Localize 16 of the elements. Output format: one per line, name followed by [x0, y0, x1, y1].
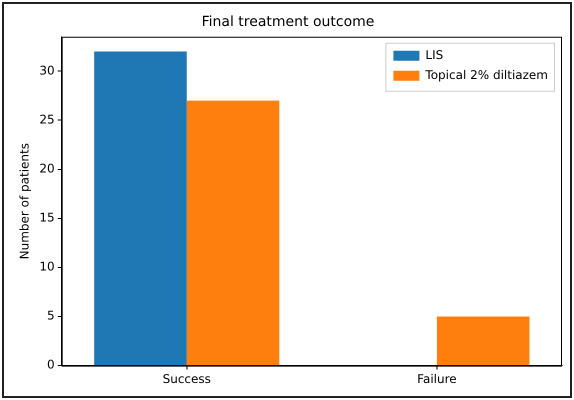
legend-label: LIS — [425, 48, 444, 62]
x-tick-label: Failure — [417, 372, 457, 386]
legend-label: Topical 2% diltiazem — [424, 68, 548, 82]
bar — [436, 316, 530, 366]
bar — [186, 100, 280, 366]
y-tick-label: 0 — [47, 358, 55, 372]
y-tick-label: 10 — [39, 260, 55, 274]
x-tick-label: Success — [162, 372, 211, 386]
y-tick-label: 30 — [39, 63, 55, 78]
chart-title: Final treatment outcome — [202, 14, 374, 30]
y-tick-label: 20 — [39, 161, 55, 176]
y-tick-label: 15 — [39, 210, 55, 224]
y-tick-label: 25 — [39, 112, 55, 126]
y-axis-title: Number of patients — [17, 143, 32, 260]
y-tick-label: 5 — [47, 308, 55, 323]
bar — [94, 52, 187, 366]
